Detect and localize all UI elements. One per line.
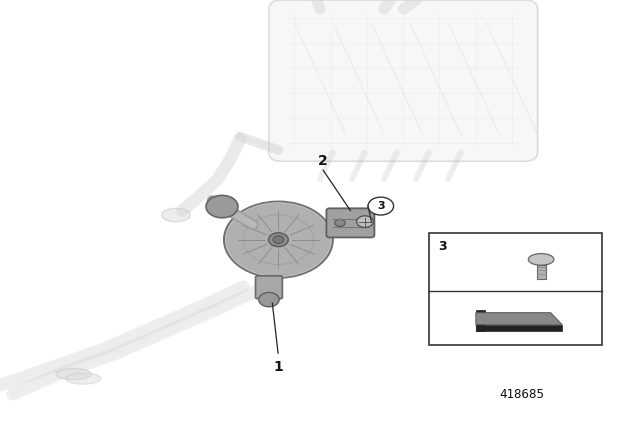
- Circle shape: [224, 202, 333, 278]
- Circle shape: [273, 236, 284, 244]
- Circle shape: [206, 195, 238, 218]
- Circle shape: [356, 216, 373, 228]
- Text: 3: 3: [438, 240, 446, 253]
- Text: 3: 3: [377, 201, 385, 211]
- Ellipse shape: [56, 368, 92, 379]
- Bar: [429, 233, 602, 345]
- Text: 1: 1: [273, 360, 284, 375]
- Text: 2: 2: [318, 154, 328, 168]
- FancyBboxPatch shape: [326, 208, 374, 237]
- Polygon shape: [476, 310, 485, 331]
- Ellipse shape: [65, 373, 101, 384]
- Polygon shape: [476, 325, 563, 331]
- Bar: [536, 265, 545, 279]
- FancyBboxPatch shape: [269, 0, 538, 161]
- Ellipse shape: [529, 254, 554, 265]
- Polygon shape: [476, 313, 563, 325]
- Ellipse shape: [161, 208, 191, 222]
- Circle shape: [368, 197, 394, 215]
- Circle shape: [269, 233, 288, 246]
- Text: 418685: 418685: [499, 388, 544, 401]
- Circle shape: [259, 293, 279, 307]
- Circle shape: [335, 220, 345, 227]
- FancyBboxPatch shape: [255, 276, 282, 299]
